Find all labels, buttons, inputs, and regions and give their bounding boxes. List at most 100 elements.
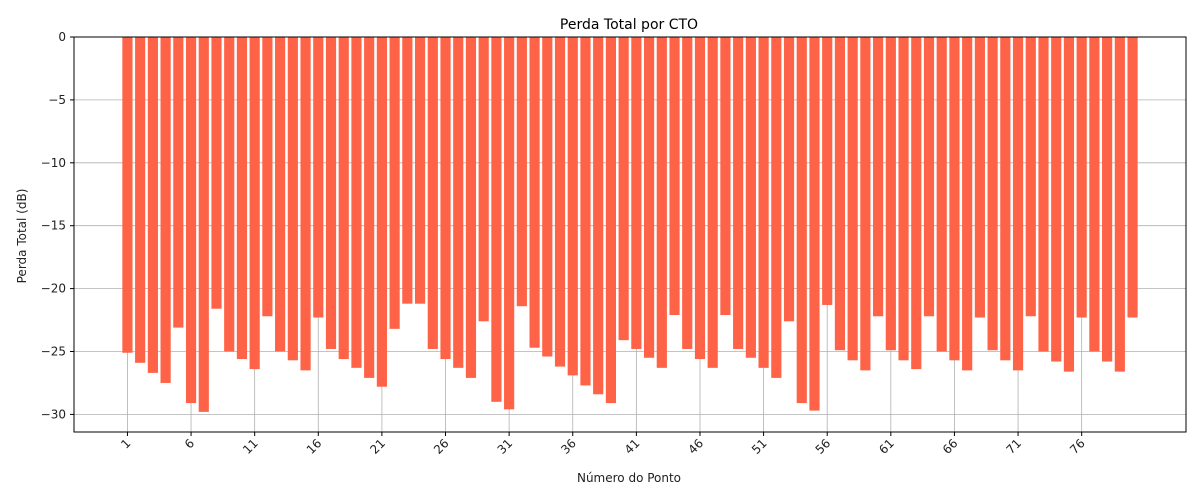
- x-axis-label: Número do Ponto: [577, 471, 681, 485]
- y-tick-label-6: −30: [41, 407, 66, 421]
- bar-75: [1063, 37, 1075, 372]
- bar-55: [809, 37, 820, 411]
- bar-4: [160, 37, 171, 383]
- x-tick-label-11: 56: [813, 436, 834, 457]
- y-tick-label-5: −25: [41, 344, 66, 358]
- bar-67: [962, 37, 973, 371]
- bar-63: [911, 37, 922, 370]
- bar-28: [465, 37, 477, 378]
- bar-45: [682, 37, 693, 349]
- x-tick-label-3: 16: [304, 436, 325, 457]
- bar-10: [236, 37, 248, 360]
- bar-71: [1012, 37, 1024, 371]
- bar-32: [516, 37, 527, 307]
- bar-38: [593, 37, 604, 395]
- bar-34: [542, 37, 553, 357]
- bar-5: [173, 37, 184, 328]
- x-tick-label-15: 76: [1067, 436, 1088, 457]
- bar-56: [822, 37, 833, 305]
- bar-64: [923, 37, 935, 317]
- x-tick-label-5: 26: [431, 436, 452, 457]
- bar-37: [580, 37, 591, 386]
- bar-49: [733, 37, 744, 349]
- bar-70: [1000, 37, 1011, 361]
- bar-23: [402, 37, 413, 304]
- bar-8: [211, 37, 222, 309]
- bars-group: [122, 37, 1138, 412]
- bar-17: [325, 37, 337, 349]
- y-tick-labels: 0 −5 −10 −15 −20 −25 −30: [41, 30, 66, 421]
- bar-59: [860, 37, 871, 371]
- x-tick-label-12: 61: [876, 436, 897, 457]
- bar-57: [834, 37, 846, 351]
- y-tick-label-4: −20: [41, 282, 66, 296]
- bar-47: [707, 37, 718, 368]
- bar-36: [567, 37, 578, 376]
- bar-41: [631, 37, 642, 349]
- x-tick-label-13: 66: [940, 436, 961, 457]
- bar-76: [1076, 37, 1087, 318]
- bar-58: [847, 37, 858, 361]
- bar-15: [300, 37, 311, 371]
- bar-26: [440, 37, 451, 360]
- bar-43: [656, 37, 667, 368]
- bar-44: [669, 37, 680, 316]
- bar-39: [605, 37, 617, 404]
- bar-42: [643, 37, 655, 358]
- bar-9: [224, 37, 235, 352]
- bar-25: [427, 37, 438, 349]
- bar-65: [936, 37, 947, 352]
- x-tick-label-9: 46: [685, 436, 706, 457]
- bar-54: [796, 37, 807, 404]
- bar-40: [618, 37, 629, 341]
- bar-21: [376, 37, 387, 387]
- x-tick-label-4: 21: [367, 436, 388, 457]
- bar-66: [949, 37, 960, 361]
- bar-79: [1114, 37, 1125, 372]
- bar-77: [1089, 37, 1100, 352]
- bar-51: [758, 37, 769, 368]
- bar-29: [478, 37, 489, 322]
- bar-3: [147, 37, 158, 373]
- bar-1: [122, 37, 133, 353]
- chart-title: Perda Total por CTO: [560, 17, 698, 33]
- bar-62: [898, 37, 909, 361]
- plot-frame: [73, 36, 1187, 433]
- bar-46: [694, 37, 706, 360]
- bar-35: [554, 37, 566, 367]
- bar-19: [351, 37, 362, 368]
- axes: [70, 36, 1187, 436]
- bar-6: [185, 37, 197, 404]
- bar-2: [135, 37, 146, 363]
- bar-48: [720, 37, 731, 316]
- bar-12: [262, 37, 273, 317]
- bar-30: [491, 37, 502, 402]
- bar-22: [389, 37, 400, 329]
- bar-61: [885, 37, 896, 351]
- bar-60: [873, 37, 884, 317]
- bar-20: [364, 37, 375, 378]
- bar-72: [1025, 37, 1036, 317]
- bar-52: [771, 37, 782, 378]
- x-tick-label-14: 71: [1003, 436, 1024, 457]
- x-tick-label-2: 11: [240, 436, 261, 457]
- bar-7: [198, 37, 209, 412]
- bar-80: [1127, 37, 1138, 318]
- x-tick-label-10: 51: [749, 436, 770, 457]
- bar-78: [1102, 37, 1113, 362]
- y-tick-label-2: −10: [41, 156, 66, 170]
- bar-27: [453, 37, 464, 368]
- bar-74: [1051, 37, 1062, 362]
- bar-69: [987, 37, 998, 351]
- x-tick-label-1: 6: [182, 436, 197, 451]
- x-tick-labels: 1 6 11 16 21 26 31 36 41 46 51 56 61 66 71 76: [118, 436, 1088, 457]
- y-tick-label-0: 0: [58, 30, 66, 44]
- y-axis-label: Perda Total (dB): [15, 189, 29, 284]
- bar-18: [338, 37, 349, 360]
- bar-31: [504, 37, 515, 410]
- y-tick-label-3: −15: [41, 219, 66, 233]
- bar-53: [783, 37, 795, 322]
- bar-50: [745, 37, 756, 358]
- bar-16: [313, 37, 324, 318]
